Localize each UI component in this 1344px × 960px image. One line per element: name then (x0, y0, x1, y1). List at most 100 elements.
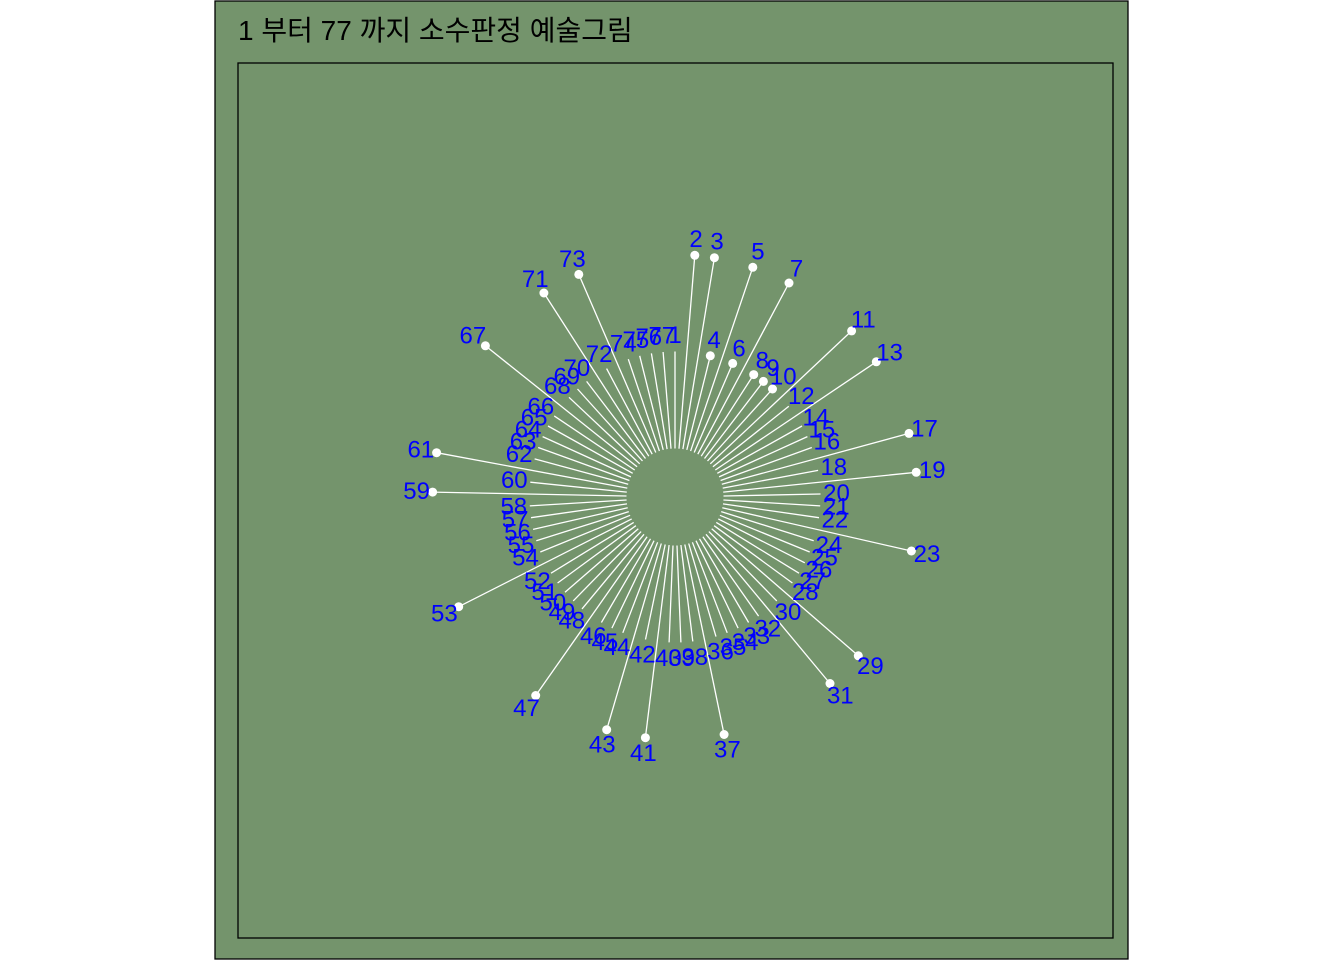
label-55: 55 (508, 532, 535, 559)
label-17: 17 (911, 416, 938, 443)
point-4 (705, 351, 715, 361)
label-24: 24 (816, 532, 843, 559)
label-40: 40 (655, 645, 682, 672)
point-41 (640, 733, 650, 743)
ray-17 (721, 432, 910, 485)
ray-12 (712, 405, 790, 468)
label-38: 38 (681, 644, 708, 671)
label-70: 70 (564, 355, 591, 382)
ray-45 (611, 540, 655, 629)
ray-14 (716, 425, 803, 474)
label-50: 50 (540, 589, 567, 616)
ray-60 (530, 481, 627, 493)
point-5 (748, 262, 758, 272)
ray-41 (644, 545, 670, 738)
label-49: 49 (549, 599, 576, 626)
label-29: 29 (857, 653, 884, 680)
ray-65 (547, 425, 634, 474)
label-14: 14 (803, 405, 830, 432)
label-25: 25 (811, 545, 838, 572)
ray-29 (711, 528, 859, 657)
ray-61 (436, 452, 628, 489)
label-12: 12 (788, 383, 815, 410)
label-51: 51 (531, 579, 558, 606)
label-6: 6 (732, 335, 745, 362)
ray-66 (553, 415, 636, 471)
point-17 (904, 428, 914, 438)
label-73: 73 (559, 246, 586, 273)
point-19 (911, 467, 921, 477)
ray-34 (695, 540, 739, 629)
label-5: 5 (751, 239, 764, 266)
ray-9 (703, 381, 764, 459)
ray-46 (600, 538, 652, 623)
point-6 (728, 358, 738, 368)
ray-35 (691, 542, 728, 634)
ray-51 (557, 525, 637, 584)
label-74: 74 (610, 331, 637, 358)
label-63: 63 (510, 429, 537, 456)
plot-frame (237, 62, 1114, 939)
ray-10 (707, 388, 773, 462)
label-10: 10 (770, 364, 797, 391)
ray-26 (718, 518, 806, 564)
label-35: 35 (720, 634, 747, 661)
label-57: 57 (502, 507, 529, 534)
point-67 (480, 341, 490, 351)
ray-69 (577, 388, 643, 462)
ray-54 (540, 514, 631, 553)
label-68: 68 (544, 373, 571, 400)
ray-22 (722, 503, 820, 519)
ray-42 (644, 544, 666, 640)
ray-62 (534, 458, 629, 485)
label-62: 62 (506, 441, 533, 468)
label-1: 1 (668, 322, 681, 349)
ray-64 (542, 436, 632, 478)
label-27: 27 (799, 568, 826, 595)
label-18: 18 (820, 454, 847, 481)
label-56: 56 (504, 519, 531, 546)
point-11 (847, 326, 857, 336)
point-73 (574, 269, 584, 279)
label-46: 46 (580, 623, 607, 650)
point-53 (454, 602, 464, 612)
label-54: 54 (512, 545, 539, 572)
label-59: 59 (403, 478, 430, 505)
label-4: 4 (707, 327, 720, 354)
label-36: 36 (707, 639, 734, 666)
ray-67 (484, 345, 638, 468)
ray-76 (650, 353, 668, 450)
point-47 (531, 691, 541, 700)
label-8: 8 (756, 348, 769, 375)
label-37: 37 (714, 737, 741, 764)
ray-13 (714, 361, 877, 471)
label-58: 58 (500, 493, 527, 520)
ray-4 (686, 355, 711, 451)
label-66: 66 (528, 393, 555, 420)
point-9 (758, 376, 768, 386)
label-11: 11 (851, 306, 876, 333)
ray-6 (693, 363, 734, 453)
points-layer (428, 250, 921, 743)
point-13 (871, 357, 881, 367)
ray-32 (702, 536, 760, 617)
ray-53 (458, 518, 632, 608)
label-47: 47 (513, 695, 540, 722)
ray-37 (684, 544, 725, 735)
ray-58 (529, 499, 627, 507)
label-13: 13 (876, 339, 903, 366)
label-9: 9 (766, 355, 779, 382)
ray-43 (606, 543, 662, 730)
ray-31 (705, 533, 831, 684)
ray-52 (550, 521, 635, 574)
label-76: 76 (635, 324, 662, 351)
ray-71 (543, 292, 650, 457)
point-61 (432, 448, 442, 458)
label-61: 61 (407, 436, 434, 463)
ray-18 (722, 469, 819, 489)
ray-68 (568, 396, 641, 465)
ray-72 (606, 368, 653, 455)
label-45: 45 (592, 629, 619, 656)
